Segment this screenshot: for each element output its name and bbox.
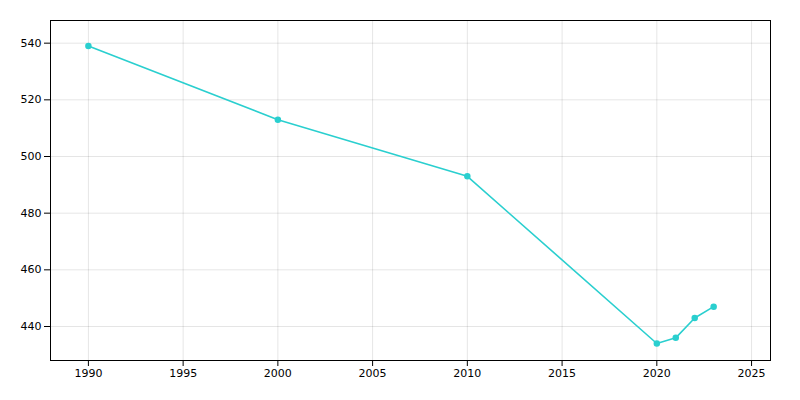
svg-text:2000: 2000 (264, 367, 292, 380)
svg-text:480: 480 (21, 207, 42, 220)
svg-text:1995: 1995 (169, 367, 197, 380)
svg-text:460: 460 (21, 263, 42, 276)
svg-text:440: 440 (21, 320, 42, 333)
svg-text:2005: 2005 (359, 367, 387, 380)
svg-text:2015: 2015 (548, 367, 576, 380)
svg-text:1990: 1990 (74, 367, 102, 380)
svg-text:2010: 2010 (453, 367, 481, 380)
svg-text:2020: 2020 (643, 367, 671, 380)
svg-text:520: 520 (21, 93, 42, 106)
svg-text:2025: 2025 (738, 367, 766, 380)
svg-text:500: 500 (21, 150, 42, 163)
svg-text:540: 540 (21, 37, 42, 50)
